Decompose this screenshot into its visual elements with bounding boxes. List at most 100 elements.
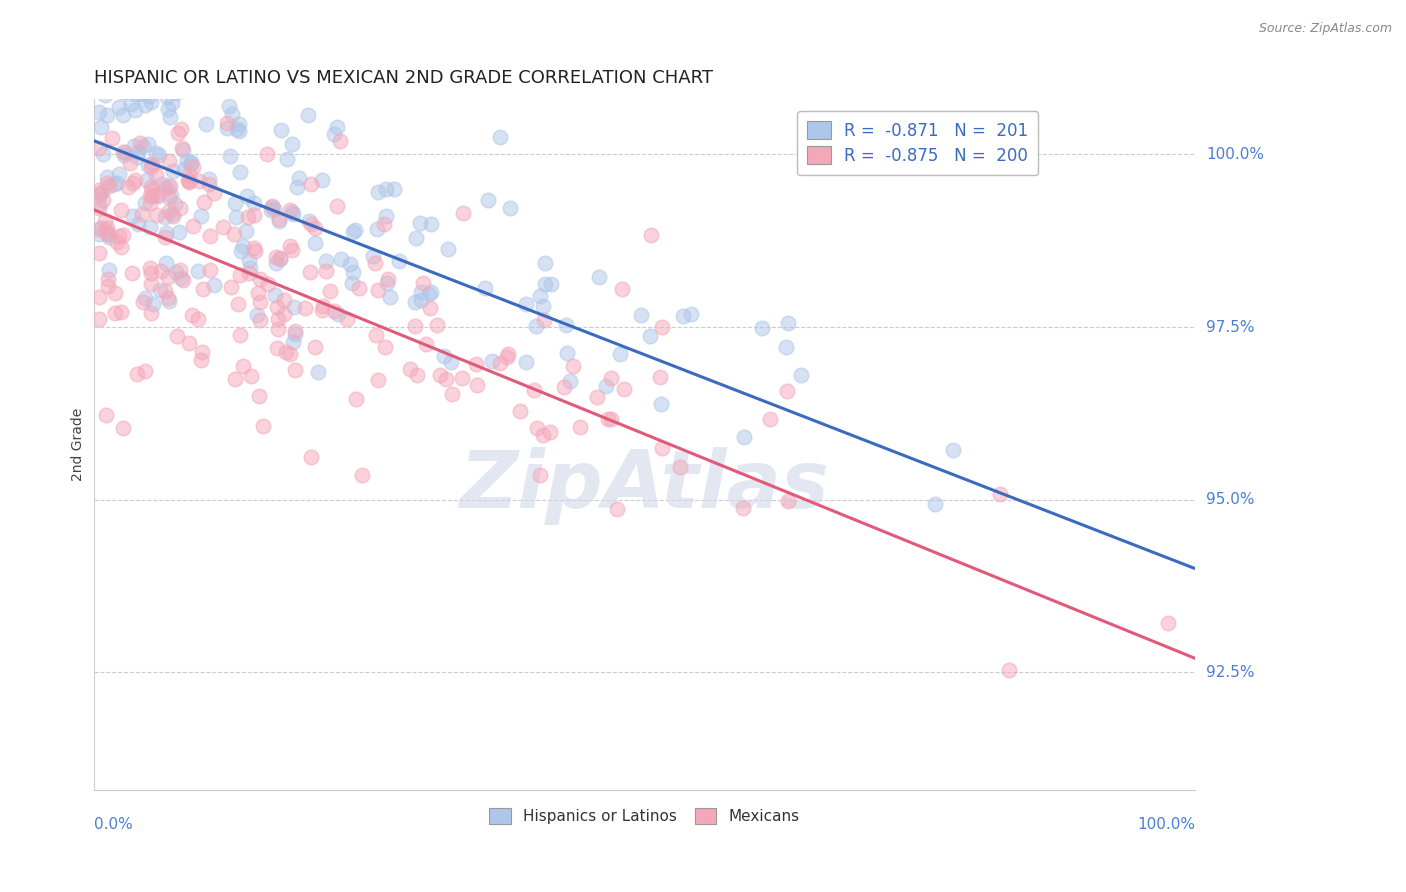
Point: [156, 269, 179, 284]
Point: [122, 54, 145, 68]
Point: [276, 152, 298, 166]
Point: [176, 154, 198, 169]
Point: [440, 387, 463, 401]
Point: [228, 124, 250, 138]
Point: [496, 347, 519, 361]
Point: [153, 211, 176, 225]
Point: [170, 271, 193, 285]
Point: [180, 155, 202, 169]
Point: [127, 145, 149, 160]
Point: [87, 227, 110, 242]
Point: [191, 282, 214, 296]
Point: [609, 347, 631, 361]
Point: [284, 327, 307, 342]
Point: [404, 295, 426, 310]
Point: [150, 177, 173, 191]
Point: [323, 127, 346, 141]
Point: [249, 313, 271, 327]
Point: [465, 357, 488, 371]
Point: [790, 368, 813, 383]
Point: [172, 273, 194, 287]
Point: [731, 500, 754, 515]
Point: [778, 316, 800, 330]
Point: [273, 293, 295, 308]
Point: [145, 187, 167, 202]
Point: [127, 368, 149, 382]
Point: [202, 277, 225, 292]
Point: [243, 241, 266, 255]
Point: [169, 122, 191, 136]
Point: [87, 245, 110, 260]
Point: [339, 257, 361, 271]
Point: [180, 157, 202, 171]
Point: [319, 284, 342, 298]
Point: [198, 178, 221, 192]
Point: [165, 86, 187, 100]
Point: [121, 54, 143, 69]
Point: [326, 306, 349, 320]
Point: [121, 266, 143, 280]
Point: [524, 319, 547, 334]
Point: [90, 220, 112, 235]
Point: [352, 468, 374, 483]
Point: [236, 210, 259, 224]
Point: [145, 145, 167, 160]
Point: [419, 301, 441, 315]
Point: [138, 158, 160, 172]
Point: [87, 141, 110, 155]
Point: [751, 321, 773, 335]
Point: [150, 54, 173, 68]
Point: [262, 199, 284, 213]
Point: [150, 264, 173, 278]
Point: [96, 408, 118, 422]
Point: [264, 251, 287, 265]
Point: [87, 311, 110, 326]
Point: [112, 148, 135, 162]
Text: 92.5%: 92.5%: [1206, 665, 1256, 680]
Point: [87, 13, 110, 28]
Point: [252, 419, 274, 434]
Point: [107, 229, 129, 244]
Point: [122, 209, 145, 223]
Point: [239, 368, 262, 383]
Point: [465, 378, 488, 392]
Point: [281, 207, 304, 221]
Text: HISPANIC OR LATINO VS MEXICAN 2ND GRADE CORRELATION CHART: HISPANIC OR LATINO VS MEXICAN 2ND GRADE …: [94, 69, 713, 87]
Point: [110, 305, 132, 319]
Point: [315, 264, 337, 278]
Point: [159, 179, 181, 194]
Point: [115, 74, 138, 88]
Point: [134, 98, 156, 112]
Point: [284, 362, 307, 376]
Point: [239, 260, 262, 275]
Point: [409, 293, 432, 307]
Point: [170, 141, 193, 155]
Point: [540, 277, 562, 292]
Point: [198, 263, 221, 277]
Point: [299, 177, 322, 191]
Point: [156, 90, 179, 104]
Point: [110, 240, 132, 254]
Point: [96, 169, 118, 184]
Point: [166, 329, 188, 343]
Point: [169, 201, 191, 215]
Point: [87, 201, 110, 215]
Point: [285, 180, 308, 194]
Point: [367, 284, 389, 298]
Point: [315, 254, 337, 268]
Point: [96, 221, 118, 235]
Point: [322, 303, 344, 318]
Point: [588, 269, 610, 284]
Point: [382, 182, 405, 196]
Point: [342, 265, 364, 279]
Point: [526, 421, 548, 435]
Point: [243, 208, 266, 222]
Point: [209, 68, 232, 82]
Point: [238, 252, 260, 267]
Point: [169, 263, 191, 277]
Point: [278, 238, 301, 252]
Point: [153, 230, 176, 244]
Point: [139, 196, 162, 211]
Point: [93, 30, 115, 45]
Point: [481, 354, 503, 368]
